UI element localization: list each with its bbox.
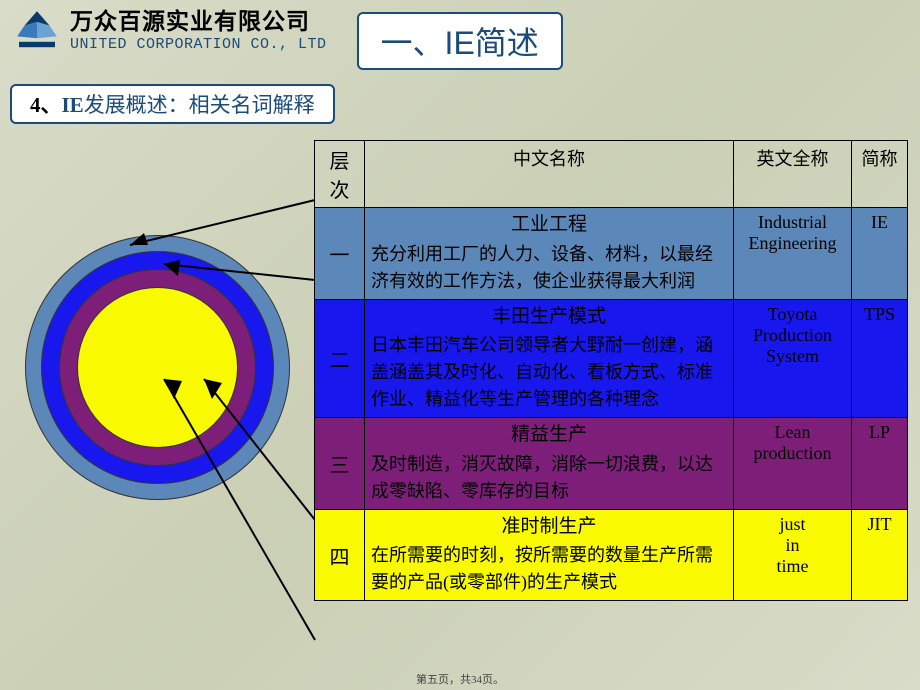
circle-layer-4 bbox=[77, 287, 238, 448]
cell-abbr: JIT bbox=[852, 509, 908, 601]
cell-level: 三 bbox=[315, 418, 365, 510]
th-en: 英文全称 bbox=[734, 141, 852, 208]
logo-icon bbox=[10, 9, 64, 53]
cell-abbr: TPS bbox=[852, 299, 908, 418]
company-name-en: UNITED CORPORATION CO., LTD bbox=[70, 36, 327, 54]
table-row: 三精益生产及时制造，消灭故障，消除一切浪费，以达成零缺陷、零库存的目标Leanp… bbox=[315, 418, 908, 510]
cell-name: 精益生产及时制造，消灭故障，消除一切浪费，以达成零缺陷、零库存的目标 bbox=[365, 418, 734, 510]
term-desc: 充分利用工厂的人力、设备、材料，以最经济有效的工作方法，使企业获得最大利润 bbox=[371, 239, 727, 295]
th-abbr: 简称 bbox=[852, 141, 908, 208]
cell-en: justintime bbox=[734, 509, 852, 601]
term-desc: 日本丰田汽车公司领导者大野耐一创建，涵盖涵盖其及时化、自动化、看板方式、标准作业… bbox=[371, 330, 727, 413]
table-row: 四准时制生产在所需要的时刻，按所需要的数量生产所需要的产品(或零部件)的生产模式… bbox=[315, 509, 908, 601]
page-title: 一、IE简述 bbox=[381, 25, 539, 61]
term-desc: 在所需要的时刻，按所需要的数量生产所需要的产品(或零部件)的生产模式 bbox=[371, 540, 727, 596]
term-title: 丰田生产模式 bbox=[371, 304, 727, 331]
cell-name: 丰田生产模式日本丰田汽车公司领导者大野耐一创建，涵盖涵盖其及时化、自动化、看板方… bbox=[365, 299, 734, 418]
th-name: 中文名称 bbox=[365, 141, 734, 208]
subtitle-box: 4、IE发展概述：相关名词解释 bbox=[10, 84, 335, 124]
header: 万众百源实业有限公司 UNITED CORPORATION CO., LTD 一… bbox=[0, 0, 920, 70]
company-name-cn: 万众百源实业有限公司 bbox=[70, 8, 327, 36]
term-desc: 及时制造，消灭故障，消除一切浪费，以达成零缺陷、零库存的目标 bbox=[371, 449, 727, 505]
company-logo: 万众百源实业有限公司 UNITED CORPORATION CO., LTD bbox=[10, 8, 327, 54]
th-level: 层次 bbox=[315, 141, 365, 208]
term-title: 工业工程 bbox=[371, 212, 727, 239]
terms-table: 层次 中文名称 英文全称 简称 一工业工程充分利用工厂的人力、设备、材料，以最经… bbox=[314, 140, 908, 601]
term-title: 精益生产 bbox=[371, 422, 727, 449]
cell-name: 工业工程充分利用工厂的人力、设备、材料，以最经济有效的工作方法，使企业获得最大利… bbox=[365, 208, 734, 300]
page-footer: 第五页，共34页。 bbox=[416, 671, 504, 687]
cell-abbr: LP bbox=[852, 418, 908, 510]
term-title: 准时制生产 bbox=[371, 514, 727, 541]
cell-en: ToyotaProductionSystem bbox=[734, 299, 852, 418]
concentric-circles bbox=[25, 235, 290, 500]
cell-en: IndustrialEngineering bbox=[734, 208, 852, 300]
cell-level: 一 bbox=[315, 208, 365, 300]
table-row: 一工业工程充分利用工厂的人力、设备、材料，以最经济有效的工作方法，使企业获得最大… bbox=[315, 208, 908, 300]
cell-level: 二 bbox=[315, 299, 365, 418]
page-title-box: 一、IE简述 bbox=[357, 12, 563, 70]
table-header-row: 层次 中文名称 英文全称 简称 bbox=[315, 141, 908, 208]
subtitle-text: 4、IE发展概述：相关名词解释 bbox=[30, 93, 315, 117]
cell-abbr: IE bbox=[852, 208, 908, 300]
cell-name: 准时制生产在所需要的时刻，按所需要的数量生产所需要的产品(或零部件)的生产模式 bbox=[365, 509, 734, 601]
cell-level: 四 bbox=[315, 509, 365, 601]
table-row: 二丰田生产模式日本丰田汽车公司领导者大野耐一创建，涵盖涵盖其及时化、自动化、看板… bbox=[315, 299, 908, 418]
cell-en: Leanproduction bbox=[734, 418, 852, 510]
content-area: 层次 中文名称 英文全称 简称 一工业工程充分利用工厂的人力、设备、材料，以最经… bbox=[0, 140, 920, 680]
